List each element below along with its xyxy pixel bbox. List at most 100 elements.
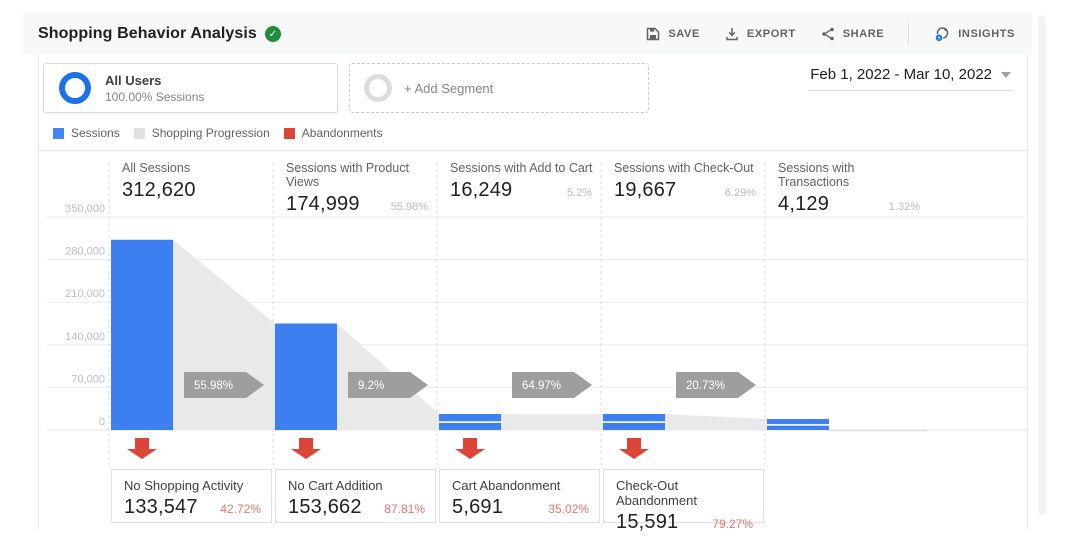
progression-arrow-icon <box>184 372 264 398</box>
stage-value-row: 16,249 5.2% <box>450 179 600 202</box>
progression-arrow-icon <box>348 372 428 398</box>
insights-button[interactable]: INSIGHTS <box>933 26 1015 43</box>
stage-value-row: 174,999 55.98% <box>286 193 436 216</box>
y-axis-tick-label: 350,000 <box>65 203 105 215</box>
stage-value: 312,620 <box>122 179 196 201</box>
toolbar-divider <box>908 23 910 45</box>
abandonment-percent: 35.02% <box>548 502 589 516</box>
abandonment-label: No Cart Addition <box>288 478 383 493</box>
stage-value: 19,667 <box>614 179 677 201</box>
stage-header-sessions-with-add-to-cart: Sessions with Add to Cart 16,249 5.2% <box>437 161 600 202</box>
abandonment-arrow-icon <box>619 438 649 459</box>
stage-percent: 55.98% <box>390 201 428 213</box>
save-button[interactable]: SAVE <box>645 26 700 42</box>
abandonment-value-row: 15,591 79.27% <box>616 511 753 534</box>
abandonment-box-no-cart-addition: No Cart Addition 153,662 87.81% <box>275 469 436 523</box>
stage-label: Sessions with Transactions <box>778 161 855 189</box>
abandonment-label: Cart Abandonment <box>452 478 561 493</box>
stage-header-sessions-with-transactions: Sessions with Transactions 4,129 1.32% <box>765 161 928 216</box>
legend-item-abandonments: Abandonments <box>283 126 383 140</box>
legend-swatch-icon <box>283 127 295 139</box>
y-axis-tick-label: 280,000 <box>65 246 105 258</box>
abandonment-value: 15,591 <box>616 511 679 533</box>
bar-segment-divider <box>439 421 501 423</box>
y-axis-tick-label: 70,000 <box>71 373 105 385</box>
stage-value-row: 312,620 <box>122 179 272 202</box>
add-segment-card[interactable]: + Add Segment <box>349 63 649 113</box>
progression-arrow-percent: 55.98% <box>194 380 233 392</box>
legend-label: Shopping Progression <box>151 126 270 140</box>
abandonment-arrow-icon <box>127 438 157 459</box>
abandonment-value-row: 133,547 42.72% <box>124 496 261 519</box>
segment-text: All Users 100.00% Sessions <box>105 73 204 104</box>
chevron-down-icon <box>1001 71 1011 78</box>
progression-arrow-percent: 64.97% <box>522 380 561 392</box>
report-titlebar: Shopping Behavior Analysis ✓ SAVE <box>23 13 1032 55</box>
abandonment-label: No Shopping Activity <box>124 478 244 493</box>
report-content: All Users 100.00% Sessions + Add Segment… <box>38 55 1029 533</box>
stage-label: Sessions with Product Views <box>286 161 409 189</box>
abandonment-value: 133,547 <box>124 496 198 518</box>
segment-name: All Users <box>105 72 162 88</box>
legend-item-sessions: Sessions <box>53 126 120 140</box>
page-scrollbar-track[interactable] <box>1038 15 1046 515</box>
stage-value: 4,129 <box>778 193 830 215</box>
stage-label: Sessions with Check-Out <box>614 161 754 175</box>
progression-arrow-percent: 20.73% <box>686 380 725 392</box>
abandonment-box-check-out-abandonment: Check-Out Abandonment 15,591 79.27% <box>603 469 764 533</box>
y-axis-tick-label: 0 <box>99 416 105 428</box>
funnel-chart-canvas: 350,000 280,000 210,000 140,000 70,000 0 55.98… <box>47 163 1029 465</box>
session-bar-all-sessions[interactable] <box>111 239 173 430</box>
abandonment-label: Check-Out Abandonment <box>616 478 697 508</box>
stage-percent: 1.32% <box>888 201 920 213</box>
legend-item-shopping-progression: Shopping Progression <box>133 126 270 140</box>
stage-percent: 6.29% <box>724 187 756 199</box>
floppy-save-icon <box>647 27 660 41</box>
share-button-label: SHARE <box>842 28 885 40</box>
funnel-chart-region: 350,000 280,000 210,000 140,000 70,000 0 55.98… <box>39 150 1029 533</box>
date-range-selector[interactable]: Feb 1, 2022 - Mar 10, 2022 <box>808 62 1013 91</box>
progression-arrow-percent: 9.2% <box>358 380 384 392</box>
stage-value: 16,249 <box>450 179 513 201</box>
stage-header-all-sessions: All Sessions 312,620 <box>109 161 272 202</box>
page-title: Shopping Behavior Analysis <box>38 25 257 42</box>
abandonment-box-no-shopping-activity: No Shopping Activity 133,547 42.72% <box>111 469 272 523</box>
add-segment-ring-icon <box>364 74 392 102</box>
progression-arrow-icon <box>676 372 756 398</box>
abandonment-percent: 42.72% <box>220 502 261 516</box>
y-axis-tick-label: 140,000 <box>65 331 105 343</box>
progression-arrow-icon <box>512 372 592 398</box>
segment-card-all-users[interactable]: All Users 100.00% Sessions <box>43 63 338 113</box>
abandonment-percent: 87.81% <box>384 502 425 516</box>
export-button[interactable]: EXPORT <box>724 26 796 42</box>
insights-button-label: INSIGHTS <box>958 28 1015 40</box>
share-button[interactable]: SHARE <box>820 26 885 42</box>
stage-value: 174,999 <box>286 193 360 215</box>
abandonment-percent: 79.27% <box>712 517 753 531</box>
download-export-icon <box>726 28 738 41</box>
export-button-label: EXPORT <box>746 28 796 40</box>
stage-header-sessions-with-check-out: Sessions with Check-Out 19,667 6.29% <box>601 161 764 202</box>
verified-check-icon: ✓ <box>264 26 281 42</box>
legend-label: Abandonments <box>301 126 383 140</box>
abandonment-arrow-icon <box>291 438 321 459</box>
bar-segment-divider <box>767 423 829 426</box>
chart-legend: Sessions Shopping Progression Abandonments <box>53 126 383 140</box>
abandonment-value-row: 153,662 87.81% <box>288 496 425 519</box>
y-axis-tick-label: 210,000 <box>65 288 105 300</box>
legend-label: Sessions <box>71 126 120 140</box>
stage-value-row: 19,667 6.29% <box>614 179 764 202</box>
segment-detail: 100.00% Sessions <box>105 89 205 104</box>
save-button-label: SAVE <box>668 28 700 40</box>
legend-swatch-icon <box>53 127 64 139</box>
abandonment-value: 153,662 <box>288 496 362 518</box>
abandonment-box-cart-abandonment: Cart Abandonment 5,691 35.02% <box>439 469 600 523</box>
abandonment-arrow-icon <box>455 438 485 459</box>
intelligence-insights-icon <box>933 26 951 43</box>
add-segment-label: + Add Segment <box>404 80 494 96</box>
segment-ring-icon <box>59 72 91 104</box>
session-bar-sessions-with-product-views[interactable] <box>275 323 337 430</box>
bar-segment-divider <box>603 421 665 423</box>
report-panel: Shopping Behavior Analysis ✓ SAVE <box>23 13 1032 533</box>
